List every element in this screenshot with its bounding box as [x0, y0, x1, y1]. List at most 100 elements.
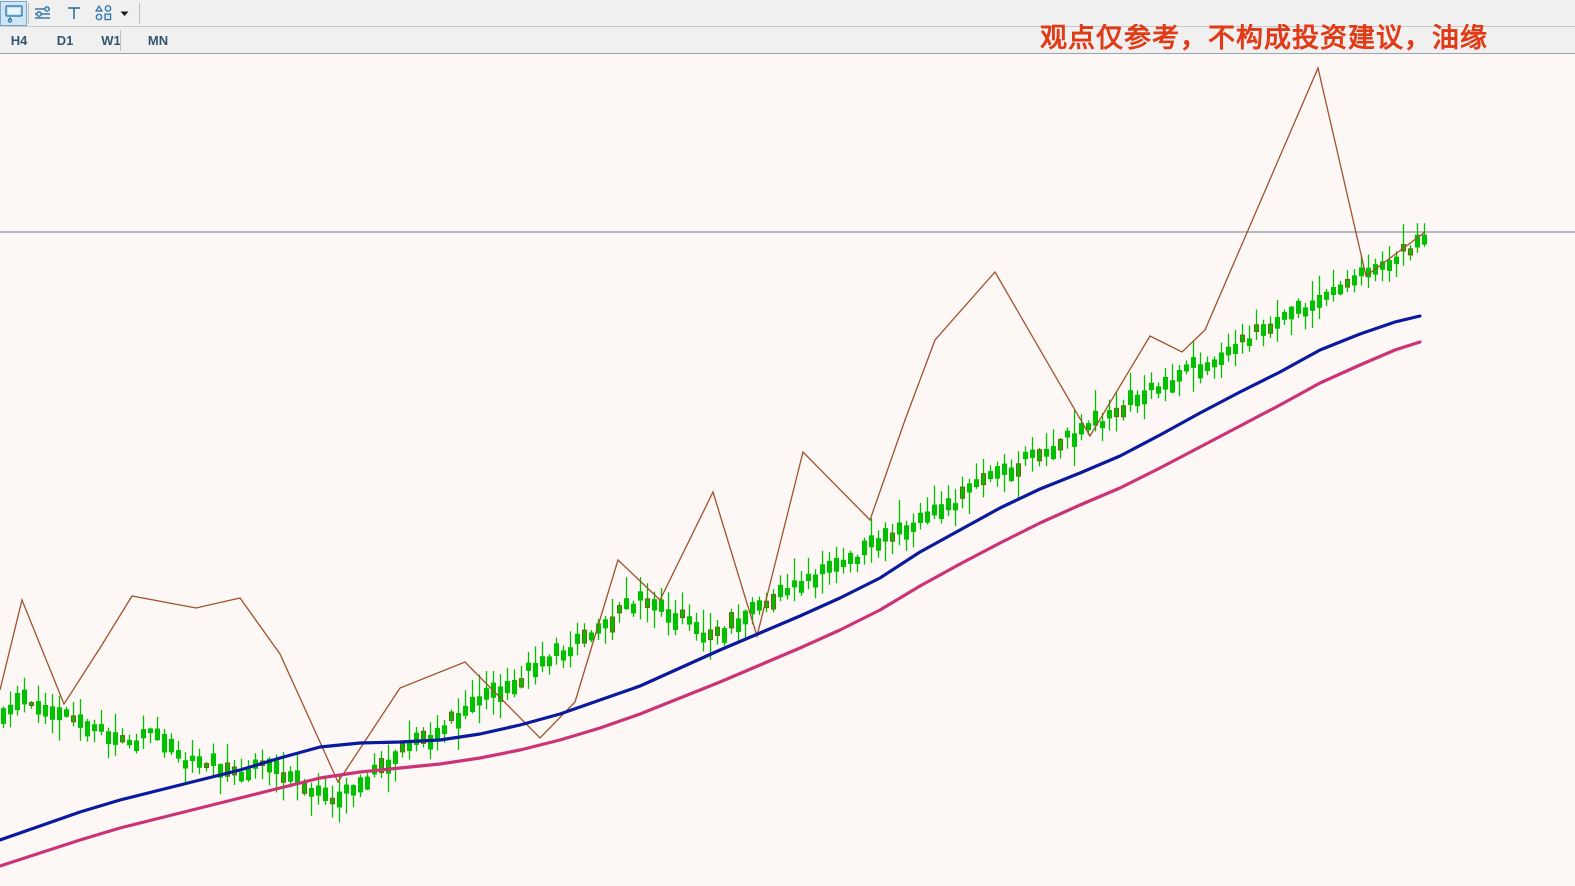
chart-background — [0, 55, 1575, 886]
candle-body — [910, 522, 917, 533]
candle-body — [1190, 357, 1197, 368]
candle-body — [14, 693, 21, 711]
candle-body — [427, 734, 434, 750]
candle-body — [896, 522, 903, 535]
candle-body — [483, 687, 490, 700]
chart-template-icon[interactable] — [0, 0, 27, 26]
price-chart[interactable] — [0, 55, 1575, 886]
candle-body — [511, 679, 518, 695]
candle-body — [546, 656, 553, 667]
candle-body — [609, 616, 616, 633]
candle-body — [1176, 370, 1183, 382]
candle-body — [987, 471, 994, 480]
candle-body — [1288, 306, 1295, 320]
candle-body — [448, 711, 455, 721]
candle-body — [889, 532, 896, 542]
candle-body — [441, 725, 448, 734]
candle-body — [84, 721, 91, 737]
candle-body — [175, 750, 182, 759]
candle-body — [196, 756, 203, 768]
candle-body — [273, 760, 280, 775]
candle-body — [903, 525, 910, 540]
candle-body — [329, 797, 336, 805]
candle-body — [1337, 284, 1344, 295]
candle-body — [861, 540, 868, 556]
text-tool-icon[interactable] — [60, 1, 87, 26]
candle-body — [224, 762, 231, 777]
candle-body — [287, 771, 294, 782]
candle-body — [322, 787, 329, 801]
candle-body — [882, 528, 889, 542]
candle-body — [770, 593, 777, 610]
candle-body — [525, 662, 532, 671]
indicator-settings-icon[interactable] — [29, 1, 56, 26]
toolbar-separator-3 — [120, 30, 121, 51]
candle-body — [210, 753, 217, 766]
candle-body — [476, 696, 483, 706]
candle-body — [1260, 324, 1267, 336]
candle-body — [798, 581, 805, 593]
candle-body — [1386, 259, 1393, 271]
candle-body — [1120, 405, 1127, 418]
candle-body — [1302, 307, 1309, 317]
candle-body — [1008, 467, 1015, 482]
candle-body — [917, 512, 924, 523]
candle-body — [133, 740, 140, 752]
moving-average-fast — [0, 314, 1422, 842]
candle-body — [833, 557, 840, 572]
toolbar-separator-1 — [28, 3, 29, 24]
candle-body — [343, 784, 350, 794]
candle-body — [1050, 446, 1057, 459]
candle-body — [616, 605, 623, 614]
timeframe-w1[interactable]: W1 — [101, 32, 121, 48]
toolbar-timeframes: H4 D1 W1 MN — [0, 27, 1575, 54]
candle-body — [1225, 346, 1232, 356]
objects-shapes-icon[interactable] — [91, 1, 118, 26]
candle-body — [1092, 410, 1099, 426]
candle-body — [812, 574, 819, 588]
candle-body — [672, 613, 679, 630]
candle-body — [420, 730, 427, 744]
candle-body — [70, 715, 77, 723]
disclaimer-banner: 观点仅参考，不构成投资建议，油缘 — [1040, 24, 1488, 54]
timeframe-group: H4 D1 W1 MN — [0, 27, 180, 53]
candle-body — [98, 724, 105, 732]
candle-body — [189, 755, 196, 762]
candle-body — [350, 785, 357, 796]
candle-body — [1134, 394, 1141, 407]
candle-body — [1232, 343, 1239, 354]
candle-body — [1141, 390, 1148, 405]
candle-body — [49, 706, 56, 720]
timeframe-d1[interactable]: D1 — [56, 32, 74, 48]
candle-body — [154, 728, 161, 741]
candle-body — [686, 616, 693, 625]
candle-body — [7, 704, 14, 715]
timeframe-mn[interactable]: MN — [147, 32, 169, 48]
candle-body — [1239, 334, 1246, 343]
chevron-down-icon[interactable] — [118, 1, 131, 26]
candle-body — [756, 600, 763, 611]
candle-body — [1099, 421, 1106, 429]
candle-body — [1043, 448, 1050, 457]
candle-body — [385, 759, 392, 774]
candle-body — [931, 504, 938, 516]
candle-body — [784, 587, 791, 596]
candle-body — [63, 709, 70, 717]
candle-body — [560, 650, 567, 661]
candle-body — [602, 619, 609, 629]
candle-body — [140, 729, 147, 739]
candle-body — [378, 758, 385, 774]
candle-body — [357, 777, 364, 793]
candle-body — [637, 591, 644, 601]
candle-body — [1197, 364, 1204, 379]
candle-body — [1127, 390, 1134, 406]
candle-body — [945, 498, 952, 511]
candle-body — [567, 647, 574, 657]
toolbar-separator-2 — [139, 3, 140, 24]
candle-body — [1407, 248, 1414, 256]
timeframe-h4[interactable]: H4 — [10, 32, 28, 48]
candle-body — [805, 573, 812, 582]
candle-body — [959, 486, 966, 499]
candle-body — [1330, 286, 1337, 295]
